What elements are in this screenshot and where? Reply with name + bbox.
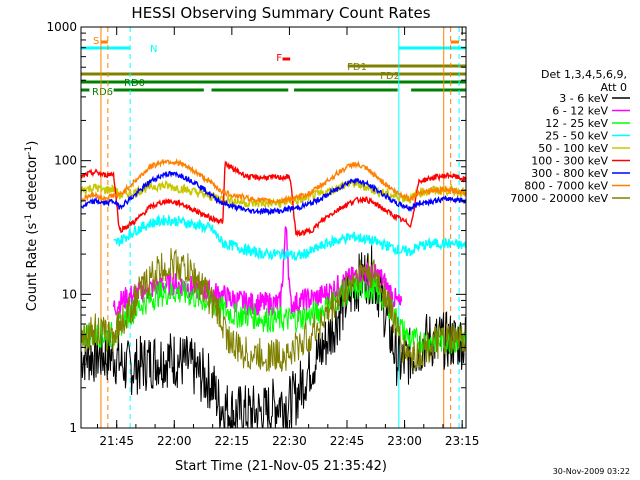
legend-label: 7000 - 20000 keV bbox=[510, 192, 608, 205]
legend-title-line-2: Att 0 bbox=[601, 81, 627, 94]
y-tick-label: 100 bbox=[54, 154, 77, 168]
generation-timestamp: 30-Nov-2009 03:22 bbox=[553, 467, 630, 476]
legend-label: 3 - 6 keV bbox=[559, 92, 608, 105]
y-tick-label: 10 bbox=[62, 287, 77, 301]
legend-title-line-1: Det 1,3,4,5,6,9, bbox=[541, 68, 627, 81]
flag-label-rd0: RD0 bbox=[124, 78, 145, 89]
series-line bbox=[80, 157, 467, 205]
chart-title: HESSI Observing Summary Count Rates bbox=[131, 4, 430, 22]
flag-label-s: S bbox=[93, 36, 99, 47]
x-tick-label: 23:00 bbox=[387, 434, 422, 448]
x-axis: 21:45 22:00 22:15 22:30 22:45 23:00 23:15 bbox=[97, 27, 480, 448]
legend-label: 6 - 12 keV bbox=[552, 105, 608, 118]
legend-label: 25 - 50 keV bbox=[545, 130, 608, 143]
series-line bbox=[80, 177, 467, 208]
flag-label-rd6: RD6 bbox=[92, 87, 113, 98]
series-line bbox=[113, 214, 467, 262]
y-tick-label: 1 bbox=[69, 421, 77, 435]
flag-bars: S N F FD1 FD2 RD0 RD6 bbox=[81, 36, 466, 98]
legend-label: 50 - 100 keV bbox=[538, 142, 608, 155]
x-tick-label: 22:45 bbox=[330, 434, 365, 448]
flag-label-f: F bbox=[276, 53, 282, 64]
series-line bbox=[80, 276, 467, 354]
plot-frame bbox=[80, 26, 467, 429]
x-tick-label: 23:15 bbox=[445, 434, 480, 448]
x-tick-label: 22:00 bbox=[157, 434, 192, 448]
y-axis-label: Count Rate (s-1 detector-1) bbox=[24, 141, 40, 312]
series-line bbox=[80, 170, 467, 216]
x-tick-label: 22:30 bbox=[272, 434, 307, 448]
flag-label-fd1: FD1 bbox=[347, 62, 367, 73]
x-tick-label: 21:45 bbox=[99, 434, 134, 448]
y-tick-label: 1000 bbox=[46, 20, 77, 34]
y-axis: 1 10 100 1000 bbox=[46, 20, 466, 435]
legend-label: 800 - 7000 keV bbox=[524, 180, 608, 193]
legend-label: 300 - 800 keV bbox=[531, 167, 608, 180]
flag-label-fd2: FD2 bbox=[380, 71, 400, 82]
x-tick-label: 22:15 bbox=[215, 434, 250, 448]
legend-label: 100 - 300 keV bbox=[531, 155, 608, 168]
series-lines bbox=[80, 157, 467, 430]
legend-label: 12 - 25 keV bbox=[545, 117, 608, 130]
flag-label-n: N bbox=[150, 44, 157, 55]
series-line bbox=[80, 160, 467, 238]
x-axis-label: Start Time (21-Nov-05 21:35:42) bbox=[175, 459, 387, 474]
series-line bbox=[80, 248, 467, 372]
